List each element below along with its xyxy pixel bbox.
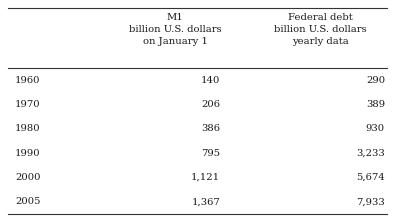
Text: 930: 930 bbox=[366, 124, 385, 133]
Text: 795: 795 bbox=[201, 149, 220, 158]
Text: 3,233: 3,233 bbox=[356, 149, 385, 158]
Text: 1980: 1980 bbox=[15, 124, 41, 133]
Text: M1: M1 bbox=[167, 14, 183, 22]
Text: 290: 290 bbox=[366, 76, 385, 85]
Text: billion U.S. dollars: billion U.S. dollars bbox=[274, 26, 366, 34]
Text: 386: 386 bbox=[201, 124, 220, 133]
Text: 389: 389 bbox=[366, 100, 385, 109]
Text: 1,367: 1,367 bbox=[191, 197, 220, 206]
Text: 7,933: 7,933 bbox=[356, 197, 385, 206]
Text: 1960: 1960 bbox=[15, 76, 41, 85]
Text: yearly data: yearly data bbox=[292, 38, 348, 46]
Text: 140: 140 bbox=[201, 76, 220, 85]
Text: on January 1: on January 1 bbox=[143, 38, 207, 46]
Text: 2005: 2005 bbox=[15, 197, 41, 206]
Text: 2000: 2000 bbox=[15, 173, 41, 182]
Text: 206: 206 bbox=[201, 100, 220, 109]
Text: 1990: 1990 bbox=[15, 149, 41, 158]
Text: 1,121: 1,121 bbox=[191, 173, 220, 182]
Text: 1970: 1970 bbox=[15, 100, 41, 109]
Text: Federal debt: Federal debt bbox=[288, 14, 352, 22]
Text: 5,674: 5,674 bbox=[356, 173, 385, 182]
Text: billion U.S. dollars: billion U.S. dollars bbox=[129, 26, 221, 34]
